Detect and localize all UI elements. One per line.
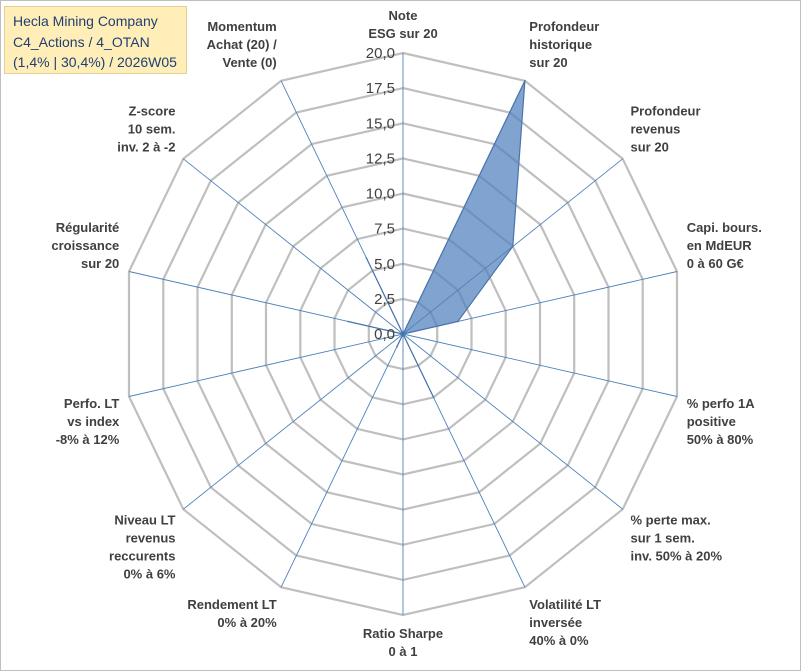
axis-label-line: % perte max. <box>631 512 711 527</box>
axis-label-line: inversée <box>529 615 582 630</box>
axis-label-line: en MdEUR <box>687 238 753 253</box>
chart-title-box: Hecla Mining Company C4_Actions / 4_OTAN… <box>4 6 187 74</box>
axis-label-line: Régularité <box>56 220 120 235</box>
axis-label-line: Momentum <box>207 19 276 34</box>
axis-label-line: vs index <box>67 414 120 429</box>
tick-label: 2,5 <box>374 291 395 308</box>
data-point <box>402 333 404 335</box>
title-company: Hecla Mining Company <box>13 13 158 29</box>
axis-label-line: revenus <box>126 530 176 545</box>
axis-label-line: 0% à 6% <box>123 566 175 581</box>
axis-label-line: sur 1 sem. <box>631 530 695 545</box>
tick-label: 5,0 <box>374 256 395 273</box>
title-stats: (1,4% | 30,4%) / 2026W05 <box>13 54 177 70</box>
axis-label-line: Achat (20) / <box>207 37 277 52</box>
axis-label-line: Profondeur <box>529 19 599 34</box>
axis-label-13: Momentum Achat (20) / Vente (0) <box>207 19 277 70</box>
tick-label: 20,0 <box>366 45 395 62</box>
grid-spoke <box>183 158 404 335</box>
axis-label-2: Profondeur revenus sur 20 <box>631 104 701 155</box>
data-point <box>396 345 398 348</box>
axis-label-line: 10 sem. <box>128 122 176 137</box>
tick-label: 10,0 <box>366 186 395 203</box>
axis-label-line: 50% à 80% <box>687 432 754 447</box>
axis-label-12: Z-score 10 sem. inv. 2 à -2 <box>117 104 175 155</box>
data-point <box>524 80 526 82</box>
axis-label-line: -8% à 12% <box>56 432 120 447</box>
axis-label-6: Volatilité LT inversée 40% à 0% <box>529 597 601 648</box>
axis-label-line: Ratio Sharpe <box>363 626 443 641</box>
axis-label-line: Volatilité LT <box>529 597 601 612</box>
axis-label-line: croissance <box>51 238 119 253</box>
axis-label-line: Rendement LT <box>187 597 276 612</box>
axis-label-line: % perfo 1A <box>687 396 756 411</box>
axis-label-1: Profondeur historique sur 20 <box>529 19 599 70</box>
tick-label: 12,5 <box>366 150 395 167</box>
tick-label: 17,5 <box>366 80 395 97</box>
radar-series <box>347 80 526 399</box>
axis-label-line: sur 20 <box>631 140 669 155</box>
axis-label-0: Note ESG sur 20 <box>368 8 437 41</box>
axis-label-line: Capi. bours. <box>687 220 762 235</box>
axis-label-line: historique <box>529 37 592 52</box>
axis-label-3: Capi. bours. en MdEUR 0 à 60 G€ <box>687 220 762 271</box>
axis-label-7: Ratio Sharpe 0 à 1 <box>363 626 443 659</box>
axis-label-line: positive <box>687 414 736 429</box>
axis-label-line: 0 à 60 G€ <box>687 256 744 271</box>
title-category: C4_Actions / 4_OTAN <box>13 33 150 50</box>
radar-tick-labels: 0,0 2,5 5,0 7,5 10,0 12,5 15,0 17,5 20,0 <box>366 45 395 343</box>
axis-label-line: ESG sur 20 <box>368 26 437 41</box>
axis-label-4: % perfo 1A positive 50% à 80% <box>687 396 756 447</box>
grid-spoke <box>183 333 404 510</box>
grid-spoke <box>128 333 404 397</box>
axis-label-line: Vente (0) <box>223 55 277 70</box>
axis-label-9: Niveau LT revenus reccurents 0% à 6% <box>109 512 176 581</box>
axis-label-11: Régularité croissance sur 20 <box>51 220 119 271</box>
axis-label-line: revenus <box>631 122 681 137</box>
tick-label: 15,0 <box>366 115 395 132</box>
axis-label-line: 0 à 1 <box>389 644 418 659</box>
axis-label-5: % perte max. sur 1 sem. inv. 50% à 20% <box>631 512 723 563</box>
axis-label-line: Z-score <box>129 104 176 119</box>
axis-label-line: 0% à 20% <box>217 615 277 630</box>
axis-label-line: Profondeur <box>631 104 701 119</box>
axis-label-line: Niveau LT <box>114 512 175 527</box>
grid-spoke <box>280 333 404 588</box>
axis-label-line: sur 20 <box>81 256 119 271</box>
data-point <box>432 396 435 399</box>
data-point <box>512 245 514 248</box>
axis-label-8: Rendement LT 0% à 20% <box>187 597 277 630</box>
data-point <box>457 320 459 323</box>
axis-label-line: inv. 50% à 20% <box>631 548 723 563</box>
data-point <box>365 257 368 259</box>
radar-axis-labels: Note ESG sur 20 Profondeur historique sur 20… <box>51 8 761 659</box>
data-point <box>347 320 350 323</box>
axis-label-line: Note <box>389 8 418 23</box>
axis-label-line: Perfo. LT <box>64 396 119 411</box>
grid-spoke <box>402 333 623 510</box>
axis-label-line: sur 20 <box>529 55 567 70</box>
axis-label-10: Perfo. LT vs index -8% à 12% <box>56 396 120 447</box>
tick-label: 0,0 <box>374 326 395 343</box>
grid-spoke <box>402 333 678 397</box>
axis-label-line: 40% à 0% <box>529 633 589 648</box>
axis-label-line: reccurents <box>109 548 175 563</box>
axis-label-line: inv. 2 à -2 <box>117 140 175 155</box>
tick-label: 7,5 <box>374 221 395 238</box>
